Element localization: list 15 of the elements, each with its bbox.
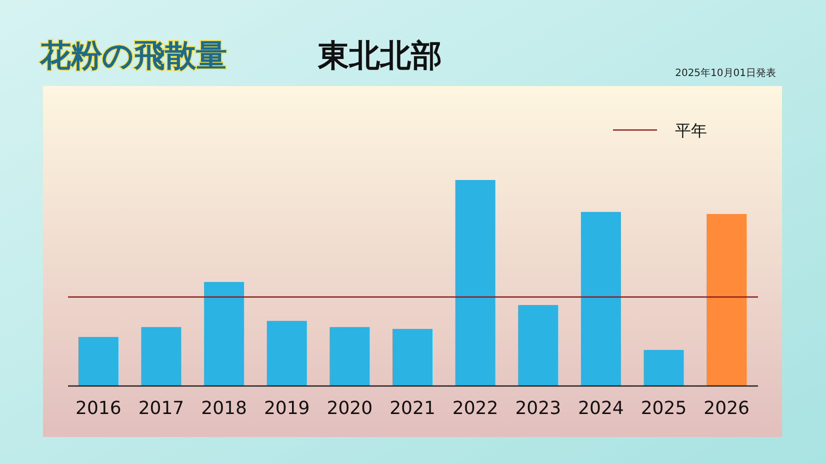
x-tick-label: 2020 (326, 398, 373, 419)
x-tick-label: 2023 (515, 398, 562, 419)
x-tick-label: 2022 (452, 398, 498, 419)
x-tick-label: 2021 (390, 398, 436, 419)
text: 2025年10月01日発表 (675, 67, 776, 79)
chart-title: 花粉の飛散量 (39, 38, 227, 74)
x-tick-label: 2017 (138, 398, 184, 419)
x-tick-label: 2024 (578, 398, 624, 419)
legend-label: 平年 (675, 121, 707, 140)
x-tick-label: 2019 (264, 398, 310, 419)
x-tick-label: 2018 (201, 398, 247, 419)
chart-subtitle: 東北北部 (317, 38, 442, 74)
x-tick-label: 2025 (640, 398, 687, 419)
x-tick-label: 2026 (704, 398, 750, 419)
x-tick-label: 2016 (76, 398, 122, 419)
